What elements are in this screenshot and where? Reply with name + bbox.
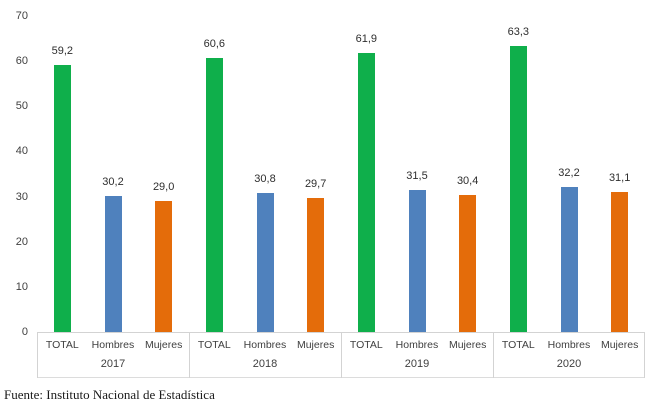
category-label: Mujeres xyxy=(296,339,335,351)
bar-total-2019 xyxy=(357,52,375,332)
y-axis-tick-label: 50 xyxy=(15,100,28,113)
bar-mujeres-2019 xyxy=(459,194,477,332)
bar-total-2017 xyxy=(53,64,71,332)
year-label: 2020 xyxy=(556,358,582,370)
bar-value-label: 60,6 xyxy=(203,38,226,51)
bar-total-2020 xyxy=(509,46,527,332)
bar-hombres-2019 xyxy=(408,189,426,332)
category-label: TOTAL xyxy=(197,339,231,351)
bar-value-label: 61,9 xyxy=(355,32,378,45)
plot-area: 59,2 30,2 29,0 60,6 30,8 29,7 61,9 31,5 30,4 63,3… xyxy=(37,16,645,332)
bar-hombres-2017 xyxy=(104,195,122,332)
bar-value-label: 30,2 xyxy=(102,175,124,188)
category-label: Mujeres xyxy=(448,339,487,351)
group-separator-line xyxy=(644,333,645,378)
y-axis-tick-label: 10 xyxy=(15,280,28,293)
group-separator-line xyxy=(189,333,190,378)
category-label: Hombres xyxy=(243,339,287,351)
category-label: Mujeres xyxy=(600,339,639,351)
group-separator-line xyxy=(341,333,342,378)
bar-value-label: 31,1 xyxy=(608,171,631,184)
x-axis-area: TOTAL Hombres Mujeres 2017 TOTAL Hombres Mujer… xyxy=(37,332,645,378)
group-separator-line xyxy=(493,333,494,378)
bar-mujeres-2018 xyxy=(307,197,325,332)
bar-total-2018 xyxy=(205,58,223,332)
source-note: Fuente: Instituto Nacional de Estadístic… xyxy=(4,387,215,402)
y-axis-tick-label: 0 xyxy=(21,326,28,338)
category-label: TOTAL xyxy=(45,339,79,351)
y-axis-tick-label: 60 xyxy=(15,55,28,68)
bar-value-label: 29,7 xyxy=(304,177,327,190)
group-separator-line xyxy=(37,333,38,378)
y-axis-tick-label: 20 xyxy=(15,235,28,248)
bar-value-label: 63,3 xyxy=(507,26,530,39)
category-label: Hombres xyxy=(395,339,439,351)
bar-hombres-2018 xyxy=(256,192,274,332)
bar-value-label: 30,8 xyxy=(254,172,276,185)
y-axis-tick-label: 70 xyxy=(15,10,28,22)
bar-value-label: 29,0 xyxy=(152,181,175,194)
bar-hombres-2020 xyxy=(560,186,578,332)
bar-value-label: 31,5 xyxy=(406,169,428,182)
category-label: Mujeres xyxy=(144,339,183,351)
bar-value-label: 59,2 xyxy=(51,44,74,57)
category-label: Hombres xyxy=(547,339,591,351)
bar-mujeres-2017 xyxy=(155,201,173,332)
category-label: TOTAL xyxy=(349,339,383,351)
bar-value-label: 30,4 xyxy=(456,174,479,187)
category-label: TOTAL xyxy=(501,339,535,351)
year-label: 2019 xyxy=(404,358,430,370)
y-axis-tick-label: 30 xyxy=(15,190,28,203)
bar-value-label: 32,2 xyxy=(558,166,580,179)
category-label: Hombres xyxy=(91,339,135,351)
y-axis-tick-label: 40 xyxy=(15,145,28,158)
year-label: 2017 xyxy=(100,358,126,370)
year-label: 2018 xyxy=(252,358,278,370)
bar-mujeres-2020 xyxy=(611,191,629,332)
